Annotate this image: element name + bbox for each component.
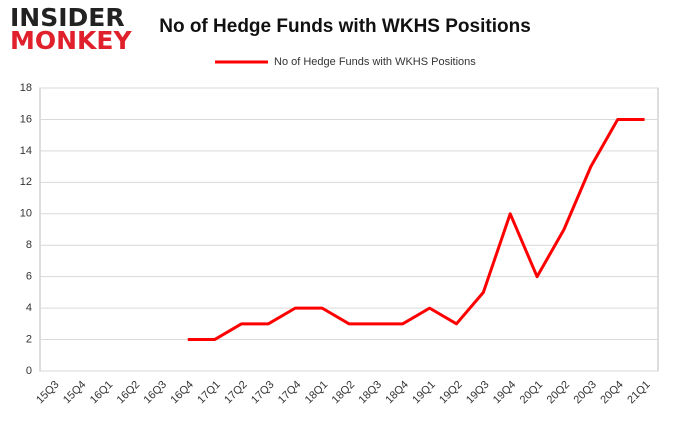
y-tick-label: 16: [20, 113, 32, 125]
x-tick-label: 15Q3: [34, 379, 62, 407]
x-tick-label: 20Q1: [518, 379, 546, 407]
legend-label: No of Hedge Funds with WKHS Positions: [274, 56, 476, 68]
x-tick-label: 19Q3: [464, 379, 492, 407]
x-tick-label: 17Q4: [276, 379, 304, 407]
x-tick-label: 16Q1: [88, 379, 116, 407]
x-tick-label: 20Q3: [571, 379, 599, 407]
x-tick-label: 17Q1: [195, 379, 223, 407]
x-tick-label: 19Q2: [437, 379, 465, 407]
y-tick-label: 4: [26, 302, 32, 314]
x-tick-label: 18Q4: [383, 379, 411, 407]
logo-text: MONKEY: [10, 26, 133, 55]
chart-title: No of Hedge Funds with WKHS Positions: [159, 16, 531, 37]
x-tick-label: 19Q4: [491, 379, 519, 407]
y-tick-label: 12: [20, 176, 32, 188]
y-tick-label: 10: [20, 208, 32, 220]
x-tick-label: 15Q4: [61, 379, 89, 407]
y-tick-label: 0: [26, 365, 32, 377]
x-tick-label: 18Q2: [330, 379, 358, 407]
x-tick-label: 20Q4: [598, 379, 626, 407]
x-tick-label: 18Q1: [303, 379, 331, 407]
y-tick-label: 2: [26, 333, 32, 345]
x-tick-label: 16Q4: [168, 379, 196, 407]
y-tick-label: 18: [20, 82, 32, 94]
x-tick-label: 17Q2: [222, 379, 250, 407]
x-tick-label: 18Q3: [357, 379, 385, 407]
data-line: [187, 117, 645, 342]
y-tick-label: 14: [20, 145, 32, 157]
x-tick-label: 20Q2: [545, 379, 573, 407]
x-tick-label: 16Q3: [142, 379, 170, 407]
x-tick-label: 17Q3: [249, 379, 277, 407]
y-tick-label: 6: [26, 271, 32, 283]
x-tick-label: 21Q1: [625, 379, 653, 407]
y-tick-label: 8: [26, 239, 32, 251]
x-tick-label: 16Q2: [115, 379, 143, 407]
x-tick-label: 19Q1: [410, 379, 438, 407]
logo-text: INSIDER: [10, 3, 125, 32]
